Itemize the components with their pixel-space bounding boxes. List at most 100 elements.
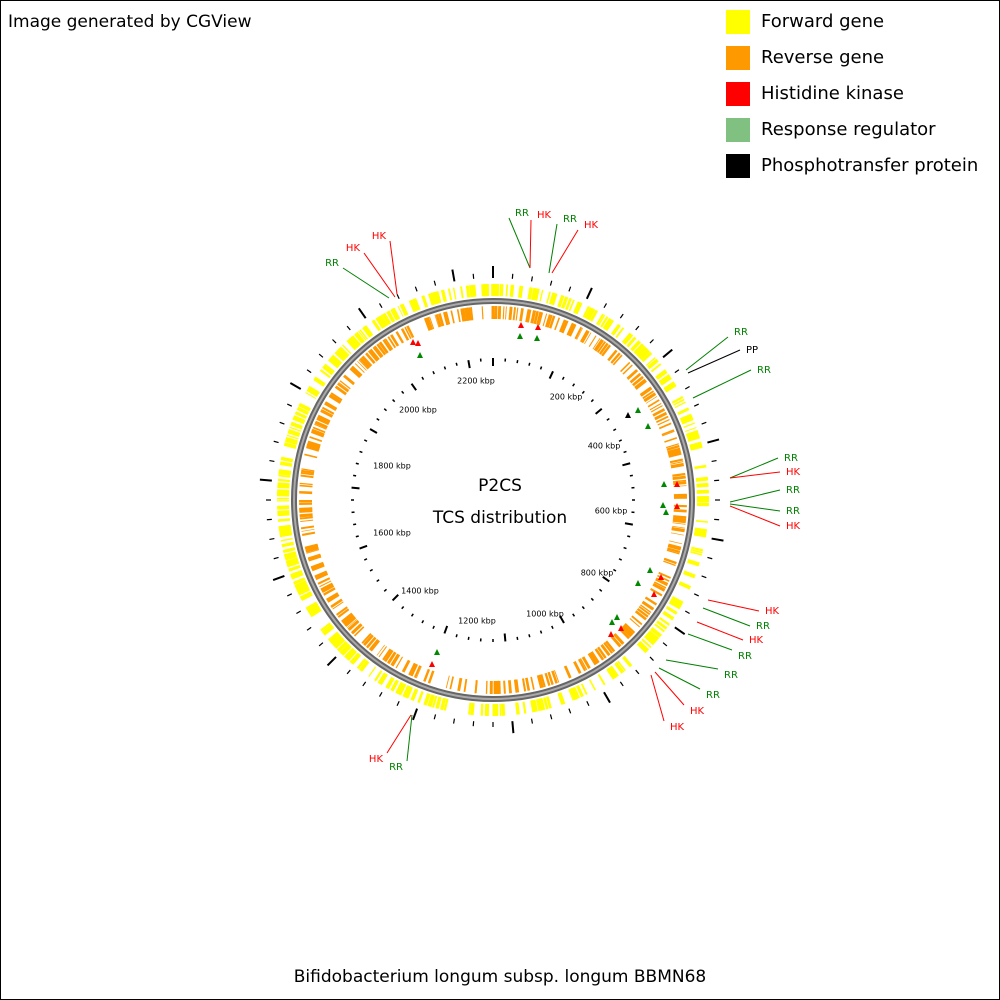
inner-tick xyxy=(383,408,388,412)
outer-tick xyxy=(318,642,324,647)
reverse-gene xyxy=(326,592,339,601)
forward-gene xyxy=(283,551,297,558)
reverse-gene xyxy=(319,580,332,588)
inner-tick xyxy=(595,407,603,415)
feature-label: PP xyxy=(746,345,758,356)
reverse-gene xyxy=(613,634,624,645)
reverse-gene xyxy=(596,341,606,353)
reverse-gene xyxy=(321,406,335,415)
reverse-gene xyxy=(450,310,455,324)
reverse-gene xyxy=(663,560,676,567)
forward-gene xyxy=(549,292,556,305)
reverse-gene xyxy=(408,662,416,676)
forward-gene xyxy=(589,309,598,322)
reverse-gene xyxy=(671,527,685,533)
reverse-gene xyxy=(584,332,592,345)
reverse-gene xyxy=(629,618,641,628)
reverse-gene xyxy=(673,480,687,483)
outer-tick xyxy=(346,325,351,331)
inner-tick xyxy=(551,625,554,630)
reverse-gene xyxy=(406,326,413,339)
reverse-gene xyxy=(372,346,383,359)
feature-leader xyxy=(529,219,532,269)
reverse-gene xyxy=(438,313,445,327)
forward-gene xyxy=(679,581,692,589)
feature-leader xyxy=(702,607,751,627)
reverse-gene xyxy=(465,307,470,321)
forward-gene xyxy=(293,578,306,585)
feature-label: RR xyxy=(757,365,771,376)
forward-gene xyxy=(683,570,696,579)
forward-gene xyxy=(671,596,684,605)
reverse-gene xyxy=(428,670,435,684)
forward-gene xyxy=(672,396,684,404)
reverse-gene xyxy=(320,410,333,418)
reverse-gene xyxy=(382,648,392,661)
forward-gene xyxy=(372,319,381,331)
reverse-gene xyxy=(466,307,471,321)
reverse-gene xyxy=(324,402,337,411)
outer-tick xyxy=(433,280,437,286)
outer-tick xyxy=(326,656,337,667)
forward-gene xyxy=(695,476,709,482)
forward-gene xyxy=(410,688,418,701)
forward-gene xyxy=(290,571,303,579)
feature-marker xyxy=(429,661,435,667)
forward-gene xyxy=(518,285,524,299)
inner-tick xyxy=(561,376,565,380)
reverse-gene xyxy=(299,507,313,510)
reverse-gene xyxy=(657,419,670,426)
forward-gene xyxy=(570,688,577,700)
reverse-gene xyxy=(357,360,367,371)
reverse-gene xyxy=(366,352,376,363)
forward-gene xyxy=(347,650,357,661)
inner-tick xyxy=(559,615,565,624)
feature-marker xyxy=(608,631,614,637)
forward-gene xyxy=(413,298,419,311)
forward-gene xyxy=(279,461,293,467)
feature-marker xyxy=(660,502,666,508)
reverse-gene xyxy=(622,624,634,636)
reverse-gene xyxy=(612,635,622,647)
reverse-gene xyxy=(667,447,681,453)
feature-marker xyxy=(651,591,657,597)
inner-tick xyxy=(363,439,368,442)
forward-gene xyxy=(440,697,447,711)
forward-gene xyxy=(351,335,362,347)
inner-tick xyxy=(355,535,359,538)
reverse-gene xyxy=(640,604,652,614)
forward-gene xyxy=(328,631,340,643)
outer-tick xyxy=(273,440,279,444)
reverse-gene xyxy=(505,306,507,320)
reverse-gene xyxy=(424,318,431,331)
reverse-gene xyxy=(568,323,577,337)
reverse-gene xyxy=(366,637,377,649)
forward-gene xyxy=(447,288,453,301)
reverse-gene xyxy=(554,317,561,331)
inner-tick xyxy=(629,474,633,477)
forward-gene xyxy=(644,635,655,646)
forward-gene xyxy=(305,601,317,610)
reverse-gene xyxy=(645,396,658,404)
reverse-gene xyxy=(670,532,684,536)
feature-leader xyxy=(548,223,558,274)
reverse-gene xyxy=(339,380,351,389)
forward-gene xyxy=(483,284,486,297)
feature-marker xyxy=(647,567,653,573)
outer-tick xyxy=(711,459,717,463)
reverse-gene xyxy=(300,519,314,523)
kbp-label: 600 kbp xyxy=(595,507,628,516)
feature-marker xyxy=(661,481,667,487)
inner-tick xyxy=(528,634,531,638)
outer-tick xyxy=(378,691,383,697)
forward-gene xyxy=(645,357,656,367)
reverse-gene xyxy=(317,577,331,585)
reverse-gene xyxy=(611,353,621,364)
forward-gene xyxy=(647,358,659,370)
reverse-gene xyxy=(551,670,557,684)
forward-gene xyxy=(569,688,577,701)
forward-gene xyxy=(333,637,344,647)
kbp-label: 200 kbp xyxy=(550,393,583,402)
inner-tick xyxy=(516,636,519,640)
